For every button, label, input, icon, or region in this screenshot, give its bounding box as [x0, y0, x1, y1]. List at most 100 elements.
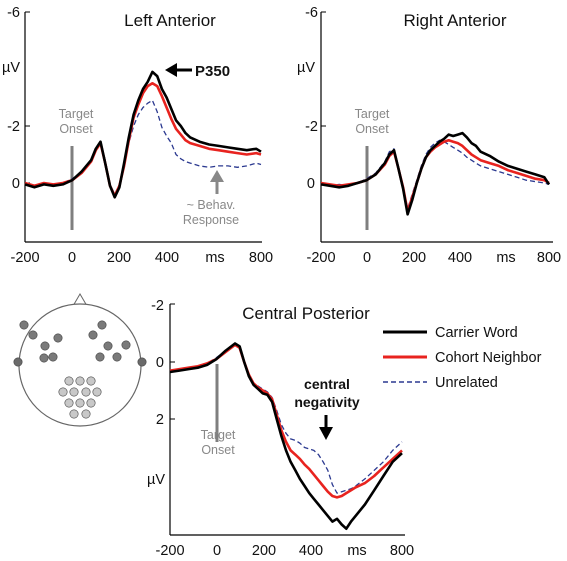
- electrode-dot: [19, 320, 29, 330]
- series-line-cohort-neighbor: [24, 82, 262, 198]
- onset-label-line2: Onset: [355, 122, 389, 136]
- x-tick-label: 800: [249, 250, 273, 266]
- electrode-dot: [40, 341, 50, 351]
- panel-title: Left Anterior: [124, 11, 216, 30]
- electrode-dot: [88, 330, 98, 340]
- y-tick-label: -6: [7, 5, 20, 21]
- legend: Carrier Word Cohort Neighbor Unrelated: [383, 325, 542, 391]
- legend-item-cohort-neighbor: Cohort Neighbor: [383, 350, 542, 366]
- onset-label-line1: Target: [59, 107, 94, 121]
- x-tick-label: -200: [10, 250, 39, 266]
- onset-label-line2: Onset: [59, 122, 93, 136]
- series-line-cohort-neighbor: [169, 343, 403, 499]
- electrode-dot: [58, 387, 68, 397]
- y-unit-label: µV: [2, 60, 20, 76]
- x-tick-label: -200: [155, 543, 184, 559]
- head-outline: [18, 303, 142, 427]
- electrode-dot: [137, 357, 147, 367]
- onset-label-line1: Target: [355, 107, 390, 121]
- electrode-dot: [64, 398, 74, 408]
- response-label-line2: Response: [183, 213, 239, 227]
- x-tick-label: 0: [213, 543, 221, 559]
- x-tick-label: -200: [306, 250, 335, 266]
- legend-label: Carrier Word: [435, 325, 518, 341]
- x-tick-label: 200: [402, 250, 426, 266]
- x-tick-label: 0: [68, 250, 76, 266]
- electrode-dot: [13, 357, 23, 367]
- p350-label: P350: [195, 63, 230, 80]
- x-unit-label: ms: [205, 250, 224, 266]
- scalp-electrode-map: [13, 293, 147, 427]
- y-tick-label: -6: [305, 5, 318, 21]
- y-tick-label: -2: [7, 119, 20, 135]
- target-onset-marker: [215, 364, 219, 442]
- electrode-dot: [39, 353, 49, 363]
- x-unit-label: ms: [496, 250, 515, 266]
- legend-item-carrier-word: Carrier Word: [383, 325, 518, 341]
- p350-arrow-icon: [165, 63, 177, 77]
- x-tick-label: 400: [155, 250, 179, 266]
- y-unit-label: µV: [297, 60, 315, 76]
- electrode-dot: [69, 409, 79, 419]
- response-label-line1: ~ Behav.: [187, 198, 236, 212]
- x-tick-label: 800: [537, 250, 561, 266]
- electrode-dot: [28, 330, 38, 340]
- electrode-dot: [48, 352, 58, 362]
- response-arrow-icon: [210, 170, 224, 182]
- x-unit-label: ms: [347, 543, 366, 559]
- electrode-dot: [97, 320, 107, 330]
- y-tick-label: 2: [156, 412, 164, 428]
- x-tick-label: 400: [448, 250, 472, 266]
- x-tick-label: 800: [390, 543, 414, 559]
- y-tick-label: 0: [12, 176, 20, 192]
- onset-label-line2: Onset: [201, 443, 235, 457]
- series-layer: [169, 342, 403, 530]
- electrode-dot: [92, 387, 102, 397]
- y-tick-label: -2: [151, 298, 164, 314]
- panel-central-posterior: Central Posterior -2 0 2 µV -200 0 200 4…: [147, 298, 414, 559]
- target-onset-marker: [365, 146, 369, 230]
- electrode-dot: [81, 409, 91, 419]
- y-unit-label: µV: [147, 472, 165, 488]
- series-layer: [24, 70, 262, 199]
- onset-label-line1: Target: [201, 428, 236, 442]
- electrode-dot: [103, 341, 113, 351]
- electrode-dot: [53, 333, 63, 343]
- electrode-dot: [81, 387, 91, 397]
- x-tick-label: 200: [252, 543, 276, 559]
- y-tick-label: 0: [307, 176, 315, 192]
- panel-title: Central Posterior: [242, 304, 370, 323]
- x-tick-label: 0: [363, 250, 371, 266]
- electrode-group: [13, 320, 147, 419]
- series-layer: [320, 131, 551, 216]
- electrode-dot: [86, 398, 96, 408]
- electrode-dot: [64, 376, 74, 386]
- series-line-unrelated: [320, 139, 550, 210]
- series-line-carrier-word: [24, 70, 262, 199]
- electrode-dot: [69, 387, 79, 397]
- legend-item-unrelated: Unrelated: [383, 375, 498, 391]
- y-tick-label: 0: [156, 355, 164, 371]
- x-tick-label: 400: [299, 543, 323, 559]
- panel-right-anterior: Right Anterior -6 -2 0 µV -200 0 200 400…: [297, 5, 561, 266]
- legend-label: Unrelated: [435, 375, 498, 391]
- series-line-cohort-neighbor: [320, 139, 550, 213]
- electrode-dot: [86, 376, 96, 386]
- series-line-carrier-word: [169, 342, 403, 530]
- legend-label: Cohort Neighbor: [435, 350, 542, 366]
- target-onset-marker: [70, 146, 74, 230]
- series-line-carrier-word: [320, 131, 551, 216]
- y-tick-label: -2: [305, 119, 318, 135]
- x-tick-label: 200: [107, 250, 131, 266]
- electrode-dot: [75, 398, 85, 408]
- electrode-dot: [75, 376, 85, 386]
- series-line-unrelated: [169, 344, 403, 494]
- negativity-label-line2: negativity: [294, 394, 360, 410]
- negativity-label-line1: central: [304, 376, 350, 392]
- panel-left-anterior: Left Anterior -6 -2 0 µV -200 0 200 400 …: [2, 5, 273, 266]
- electrode-dot: [121, 340, 131, 350]
- panel-title: Right Anterior: [404, 11, 507, 30]
- electrode-dot: [112, 352, 122, 362]
